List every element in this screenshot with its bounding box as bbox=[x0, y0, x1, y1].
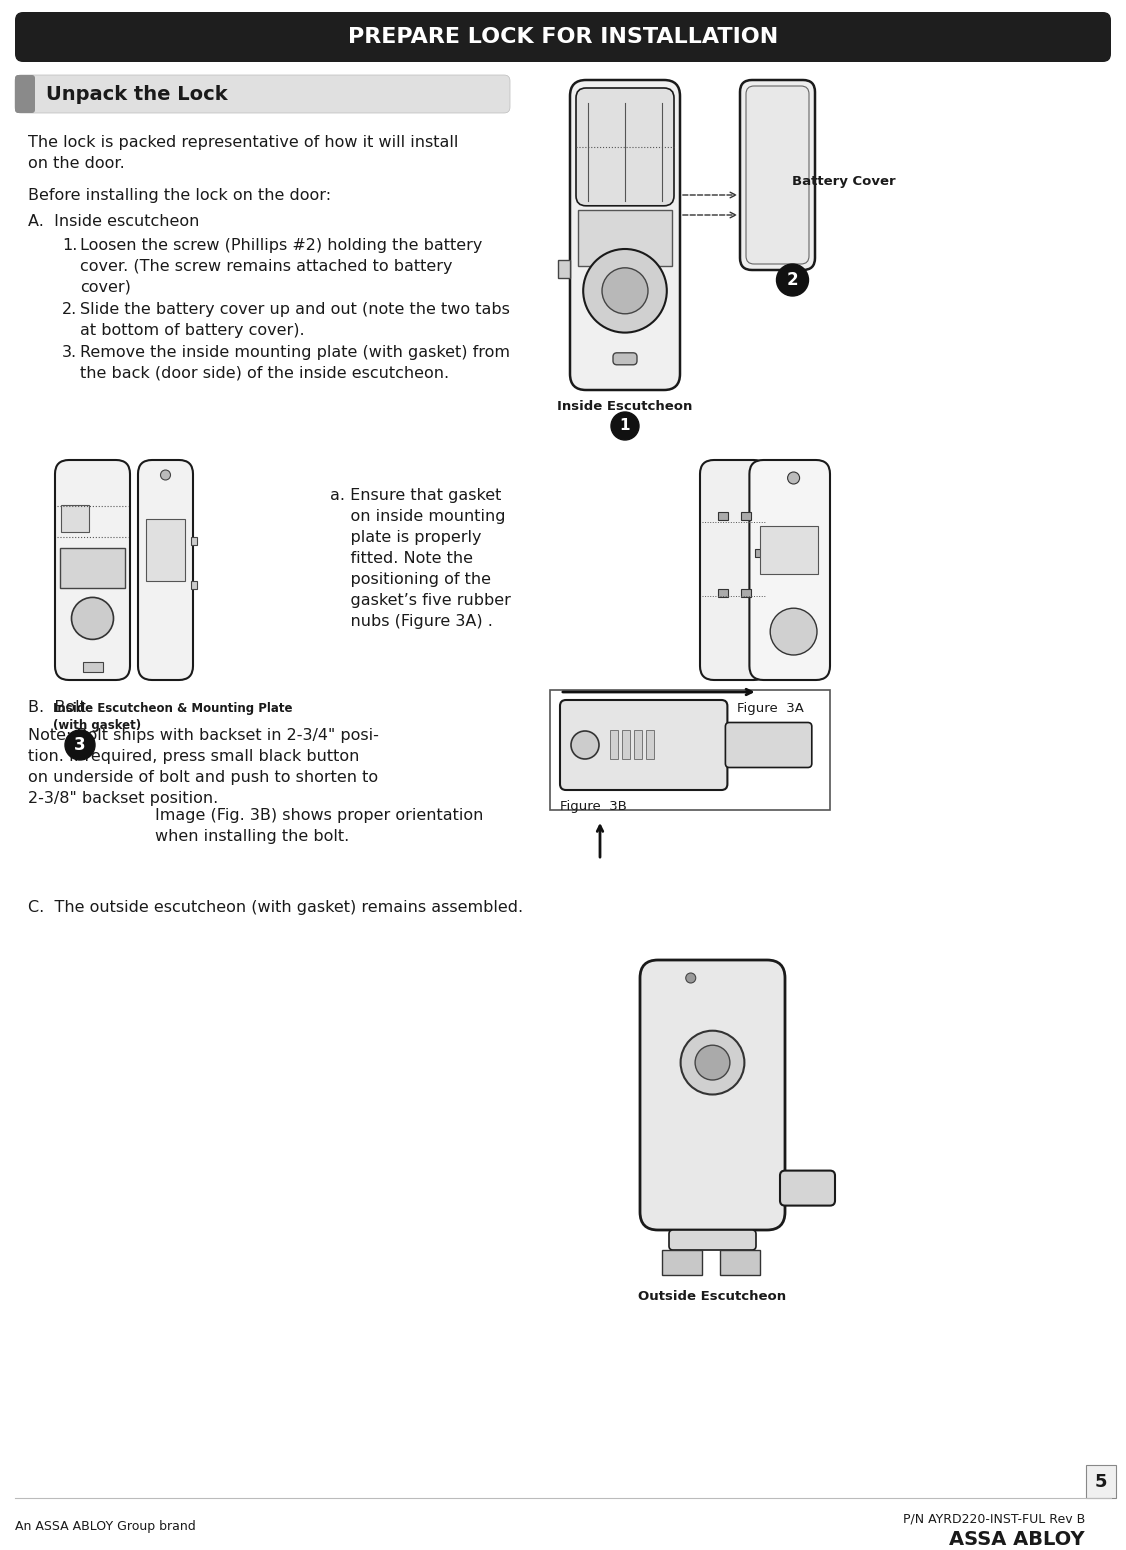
FancyBboxPatch shape bbox=[55, 460, 129, 680]
FancyBboxPatch shape bbox=[15, 12, 1111, 62]
Text: a. Ensure that gasket
    on inside mounting
    plate is properly
    fitted. N: a. Ensure that gasket on inside mounting… bbox=[330, 488, 511, 629]
Bar bbox=[191, 581, 197, 589]
Text: 1.: 1. bbox=[62, 239, 78, 253]
Text: Image (Fig. 3B) shows proper orientation
when installing the bolt.: Image (Fig. 3B) shows proper orientation… bbox=[155, 808, 483, 845]
Circle shape bbox=[65, 730, 95, 760]
Bar bbox=[741, 589, 751, 597]
FancyBboxPatch shape bbox=[613, 353, 637, 364]
Text: Loosen the screw (Phillips #2) holding the battery
cover. (The screw remains att: Loosen the screw (Phillips #2) holding t… bbox=[80, 239, 482, 294]
Text: Inside Escutcheon & Mounting Plate
(with gasket): Inside Escutcheon & Mounting Plate (with… bbox=[53, 702, 293, 732]
Circle shape bbox=[770, 608, 817, 656]
Text: P/N AYRD220-INST-FUL Rev B: P/N AYRD220-INST-FUL Rev B bbox=[903, 1511, 1085, 1525]
Text: Before installing the lock on the door:: Before installing the lock on the door: bbox=[28, 188, 331, 203]
Circle shape bbox=[771, 88, 784, 101]
FancyBboxPatch shape bbox=[560, 701, 727, 790]
Bar bbox=[82, 662, 102, 673]
Bar bbox=[662, 1249, 703, 1276]
FancyBboxPatch shape bbox=[780, 1170, 835, 1206]
Circle shape bbox=[602, 268, 647, 313]
Text: An ASSA ABLOY Group brand: An ASSA ABLOY Group brand bbox=[15, 1521, 196, 1533]
FancyBboxPatch shape bbox=[570, 81, 680, 391]
Bar bbox=[578, 211, 672, 267]
Bar bbox=[622, 730, 631, 758]
FancyBboxPatch shape bbox=[747, 85, 808, 264]
Text: Figure  3A: Figure 3A bbox=[736, 702, 804, 715]
Circle shape bbox=[611, 412, 638, 440]
Text: Note: Bolt ships with backset in 2-3/4" posi-
tion. If required, press small bla: Note: Bolt ships with backset in 2-3/4" … bbox=[28, 728, 378, 806]
Text: 2: 2 bbox=[787, 271, 798, 288]
Circle shape bbox=[695, 1045, 730, 1080]
FancyBboxPatch shape bbox=[640, 959, 785, 1231]
Text: 1: 1 bbox=[619, 418, 631, 434]
Text: A.  Inside escutcheon: A. Inside escutcheon bbox=[28, 214, 199, 229]
FancyBboxPatch shape bbox=[138, 460, 193, 680]
Circle shape bbox=[686, 973, 696, 983]
Bar bbox=[191, 536, 197, 546]
Bar bbox=[558, 260, 570, 277]
Bar bbox=[760, 525, 819, 575]
Bar bbox=[549, 690, 830, 811]
FancyBboxPatch shape bbox=[669, 1231, 756, 1249]
Text: Battery Cover: Battery Cover bbox=[793, 175, 896, 189]
Text: Unpack the Lock: Unpack the Lock bbox=[46, 85, 227, 104]
Bar bbox=[1085, 1465, 1116, 1497]
Text: C.  The outside escutcheon (with gasket) remains assembled.: C. The outside escutcheon (with gasket) … bbox=[28, 901, 524, 914]
Text: Figure  3B: Figure 3B bbox=[560, 800, 627, 814]
Circle shape bbox=[161, 470, 170, 480]
Text: 2.: 2. bbox=[62, 302, 78, 318]
FancyBboxPatch shape bbox=[15, 74, 510, 113]
FancyBboxPatch shape bbox=[700, 460, 768, 680]
Bar bbox=[61, 505, 89, 532]
Text: The lock is packed representative of how it will install
on the door.: The lock is packed representative of how… bbox=[28, 135, 458, 170]
FancyBboxPatch shape bbox=[740, 81, 815, 270]
Text: 5: 5 bbox=[1094, 1472, 1107, 1491]
Bar bbox=[646, 730, 654, 758]
Bar bbox=[634, 730, 642, 758]
Circle shape bbox=[787, 473, 799, 484]
FancyBboxPatch shape bbox=[750, 460, 830, 680]
Bar bbox=[741, 512, 751, 519]
Text: Slide the battery cover up and out (note the two tabs
at bottom of battery cover: Slide the battery cover up and out (note… bbox=[80, 302, 510, 338]
FancyBboxPatch shape bbox=[577, 88, 674, 206]
Bar bbox=[754, 549, 765, 558]
Text: Outside Escutcheon: Outside Escutcheon bbox=[638, 1290, 787, 1304]
Text: B.  Bolt: B. Bolt bbox=[28, 701, 86, 715]
Text: 3.: 3. bbox=[62, 346, 77, 360]
FancyBboxPatch shape bbox=[15, 74, 35, 113]
Circle shape bbox=[571, 732, 599, 759]
Text: PREPARE LOCK FOR INSTALLATION: PREPARE LOCK FOR INSTALLATION bbox=[348, 26, 778, 46]
Text: Remove the inside mounting plate (with gasket) from
the back (door side) of the : Remove the inside mounting plate (with g… bbox=[80, 346, 510, 381]
FancyBboxPatch shape bbox=[725, 722, 812, 767]
Circle shape bbox=[71, 597, 114, 640]
Bar bbox=[720, 1249, 760, 1276]
Bar bbox=[718, 512, 729, 519]
Bar bbox=[146, 519, 185, 581]
Circle shape bbox=[777, 264, 808, 296]
Circle shape bbox=[680, 1031, 744, 1094]
Bar bbox=[718, 589, 729, 597]
Text: ASSA ABLOY: ASSA ABLOY bbox=[949, 1530, 1085, 1548]
Bar bbox=[610, 730, 618, 758]
Text: Inside Escutcheon: Inside Escutcheon bbox=[557, 400, 692, 412]
Text: 3: 3 bbox=[74, 736, 86, 753]
Circle shape bbox=[583, 250, 667, 333]
Bar bbox=[60, 549, 125, 587]
